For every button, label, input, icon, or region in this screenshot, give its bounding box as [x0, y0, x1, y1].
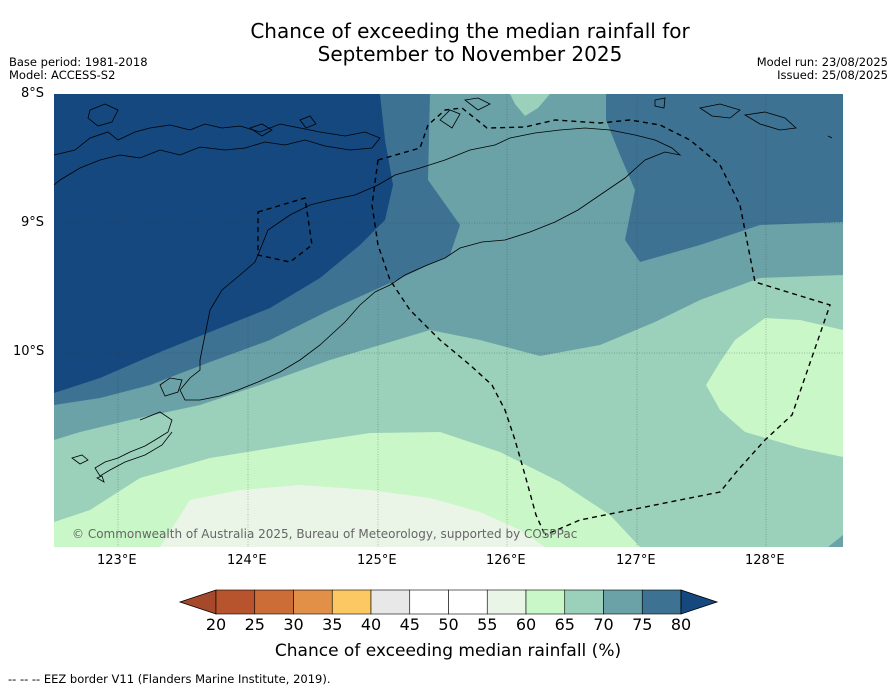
colorbar-segment: [215, 589, 256, 615]
colorbar-segment: [641, 589, 682, 615]
model-name: Model: ACCESS-S2: [9, 68, 116, 82]
colorbar: [178, 589, 719, 615]
map-area: © Commonwealth of Australia 2025, Bureau…: [54, 94, 843, 547]
lon-label-126e: 126°E: [486, 553, 526, 568]
colorbar-tick-label: 70: [593, 615, 614, 634]
colorbar-tick-label: 40: [360, 615, 382, 634]
title-line-1: Chance of exceeding the median rainfall …: [250, 19, 690, 43]
title-line-2: September to November 2025: [317, 42, 623, 66]
lat-label-8s: 8°S: [21, 86, 45, 101]
band-75-east: [606, 94, 843, 262]
eez-footnote: -- -- -- EEZ border V11 (Flanders Marine…: [8, 672, 331, 686]
colorbar-segment: [331, 589, 372, 615]
colorbar-segment: [525, 589, 566, 615]
chart-title: Chance of exceeding the median rainfall …: [0, 20, 896, 66]
eez-border: [257, 107, 831, 536]
colorbar-segment: [293, 589, 333, 615]
lon-label-128e: 128°E: [745, 553, 785, 568]
base-period: Base period: 1981-2018: [9, 55, 148, 69]
colorbar-segment: [409, 589, 449, 615]
colorbar-tick-label: 60: [515, 615, 537, 634]
colorbar-tick-label: 75: [632, 615, 653, 634]
lon-label-124e: 124°E: [227, 553, 267, 568]
lat-label-9s: 9°S: [21, 215, 45, 230]
colorbar-extend-low: [178, 589, 217, 615]
band-55: [160, 485, 545, 547]
model-run: Model run: 23/08/2025: [756, 55, 888, 69]
lon-label-125e: 125°E: [357, 553, 397, 568]
issued-date: Issued: 25/08/2025: [777, 68, 888, 82]
colorbar-segment: [564, 589, 604, 615]
colorbar-tick-label: 50: [438, 615, 459, 634]
colorbar-tick-label: 55: [477, 615, 498, 634]
meta-right: Model run: 23/08/2025 Issued: 25/08/2025: [757, 56, 888, 82]
colorbar-tick-label: 80: [670, 615, 692, 634]
band-65-top: [510, 94, 550, 116]
colorbar-segment: [603, 589, 643, 615]
band-80: [54, 94, 393, 393]
colorbar-tick-label: 45: [399, 615, 420, 634]
band-60-east: [706, 318, 843, 457]
colorbar-segment: [370, 589, 411, 615]
colorbar-tick-label: 30: [283, 615, 304, 634]
colorbar-segment: [448, 589, 488, 615]
colorbar-tick-label: 20: [205, 615, 227, 634]
lon-label-123e: 123°E: [97, 553, 137, 568]
meta-left: Base period: 1981-2018 Model: ACCESS-S2: [9, 56, 148, 82]
colorbar-tick-label: 25: [244, 615, 265, 634]
copyright-text: © Commonwealth of Australia 2025, Bureau…: [72, 527, 577, 541]
graticule: [54, 94, 843, 547]
coastlines: [54, 97, 833, 483]
band-75-corner: [828, 535, 843, 547]
colorbar-tick-label: 35: [322, 615, 343, 634]
colorbar-extend-high: [680, 589, 719, 615]
colorbar-tick-label: 65: [554, 615, 575, 634]
lon-label-127e: 127°E: [616, 553, 656, 568]
colorbar-title: Chance of exceeding median rainfall (%): [274, 641, 622, 661]
colorbar-segment: [486, 589, 527, 615]
lat-label-10s: 10°S: [13, 344, 45, 359]
colorbar-segment: [254, 589, 294, 615]
